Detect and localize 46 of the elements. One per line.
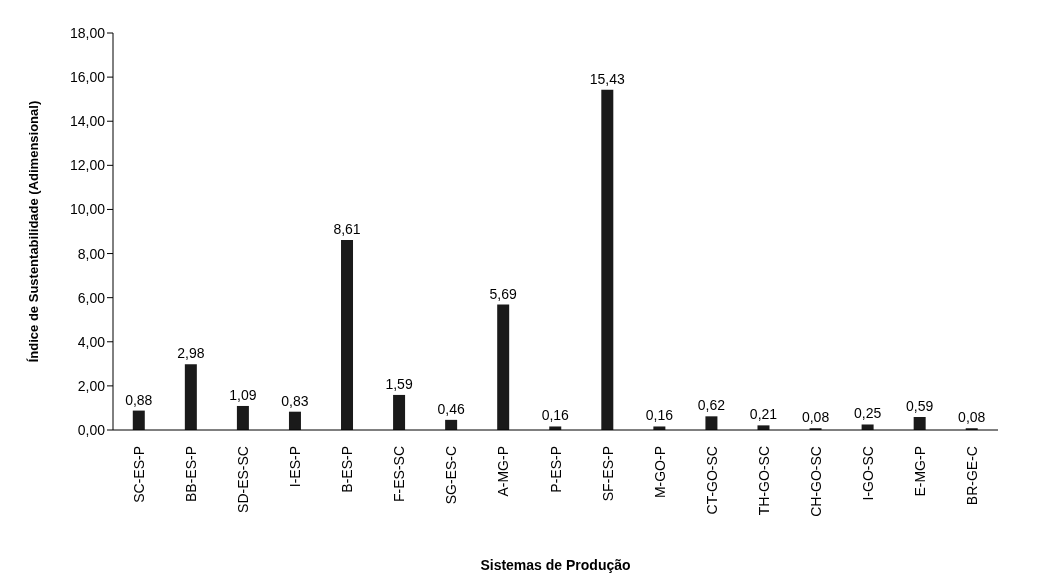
data-label: 15,43 <box>589 70 626 87</box>
x-tick-label: SG-ES-C <box>443 446 460 505</box>
y-tick-label: 10,00 <box>69 201 106 218</box>
x-tick-label: F-ES-SC <box>391 446 408 502</box>
y-tick-label: 8,00 <box>77 245 106 262</box>
x-tick-label: CT-GO-SC <box>703 446 720 515</box>
y-tick-label: 4,00 <box>77 333 106 350</box>
x-tick-label: B-ES-P <box>339 446 356 493</box>
x-tick-label: I-GO-SC <box>859 446 876 501</box>
x-tick-label: SC-ES-P <box>131 446 148 503</box>
data-label: 0,25 <box>853 405 882 422</box>
x-tick-label: SF-ES-P <box>599 446 616 502</box>
y-tick-label: 12,00 <box>69 157 106 174</box>
data-label: 8,61 <box>333 221 361 238</box>
data-label: 0,16 <box>541 407 570 424</box>
data-label: 0,08 <box>801 409 830 426</box>
data-label: 0,88 <box>125 391 153 408</box>
data-label: 1,59 <box>385 375 413 392</box>
y-axis-title: Índice de Sustentabilidade (Adimensional) <box>25 100 41 363</box>
x-tick-label: P-ES-P <box>547 446 564 493</box>
x-tick-label: CH-GO-SC <box>807 446 824 517</box>
data-label: 0,83 <box>281 392 309 409</box>
data-label: 1,09 <box>229 386 257 403</box>
data-label: 0,08 <box>958 409 986 426</box>
y-tick-label: 18,00 <box>69 24 106 41</box>
data-label: 0,62 <box>697 397 726 414</box>
x-tick-label: M-GO-P <box>651 446 668 499</box>
x-tick-label: E-MG-P <box>911 446 928 497</box>
x-tick-label: A-MG-P <box>495 446 512 497</box>
x-tick-label: I-ES-P <box>287 446 304 488</box>
x-axis-title: Sistemas de Produção <box>480 557 631 573</box>
data-label: 0,59 <box>906 397 934 414</box>
data-label: 0,21 <box>749 406 778 423</box>
x-tick-label: SD-ES-SC <box>235 446 252 513</box>
y-tick-label: 0,00 <box>77 421 106 438</box>
y-tick-label: 14,00 <box>69 113 106 130</box>
data-label: 2,98 <box>177 345 205 362</box>
x-tick-label: BR-GE-C <box>963 446 980 506</box>
y-tick-label: 2,00 <box>77 377 106 394</box>
x-tick-label: TH-GO-SC <box>755 446 772 516</box>
data-label: 0,46 <box>437 400 465 417</box>
x-tick-label: BB-ES-P <box>183 446 200 503</box>
data-label: 5,69 <box>489 285 518 302</box>
y-tick-label: 16,00 <box>69 69 106 86</box>
y-tick-label: 6,00 <box>77 289 106 306</box>
data-label: 0,16 <box>645 407 674 424</box>
